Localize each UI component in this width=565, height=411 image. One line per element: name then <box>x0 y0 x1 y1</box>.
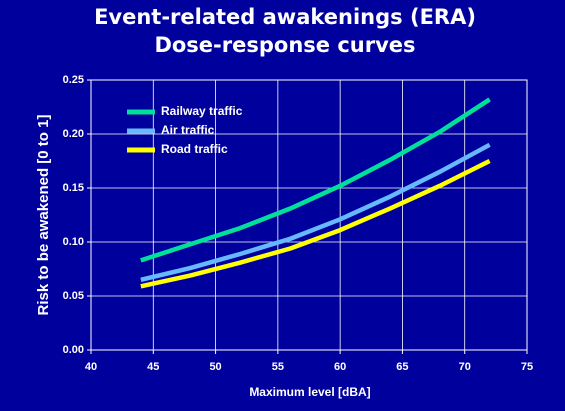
y-axis-label: Risk to be awakened [0 to 1] <box>35 115 52 316</box>
x-tick-label: 40 <box>85 361 97 373</box>
x-tick-label: 50 <box>209 361 221 373</box>
x-axis-label: Maximum level [dBA] <box>249 385 370 399</box>
y-tick-label: 0.10 <box>63 236 84 248</box>
y-tick-label: 0.20 <box>63 128 84 140</box>
x-tick-label: 75 <box>521 361 533 373</box>
line-series <box>140 142 491 282</box>
y-tick-label: 0.25 <box>63 74 84 86</box>
y-tick-label: 0.00 <box>63 344 84 356</box>
legend-label: Air traffic <box>161 123 215 137</box>
x-tick-label: 55 <box>272 361 284 373</box>
x-tick-label: 70 <box>459 361 471 373</box>
chart-title: Event-related awakenings (ERA) <box>94 5 476 29</box>
line-series <box>140 158 491 289</box>
legend-label: Railway traffic <box>161 104 243 118</box>
legend-label: Road traffic <box>161 142 228 156</box>
y-tick-label: 0.05 <box>63 290 84 302</box>
x-tick-label: 65 <box>396 361 408 373</box>
x-tick-label: 45 <box>147 361 159 373</box>
chart-title: Dose-response curves <box>154 33 415 57</box>
y-tick-label: 0.15 <box>63 182 84 194</box>
line-series <box>140 97 491 263</box>
x-tick-label: 60 <box>334 361 346 373</box>
